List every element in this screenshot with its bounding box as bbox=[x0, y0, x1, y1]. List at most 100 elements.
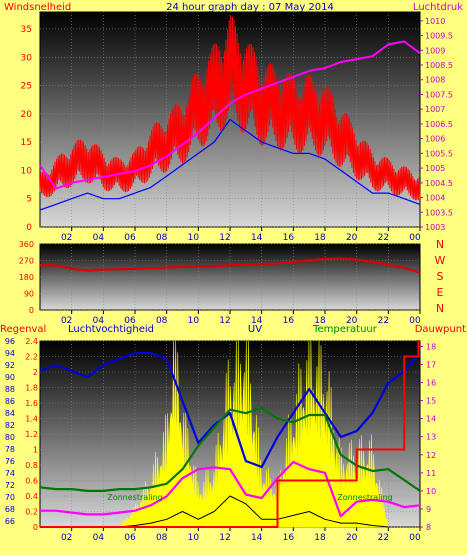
humidity-y-tick-label: 94 bbox=[5, 349, 15, 358]
solar-radiation-series bbox=[119, 495, 389, 528]
direction-y-tick-label: 180 bbox=[19, 273, 34, 282]
pressure-y-tick-label: 1005.5 bbox=[425, 149, 453, 158]
temp-y-tick-label: 10 bbox=[426, 487, 436, 496]
temp-y-tick-label: 8 bbox=[426, 523, 431, 532]
temp-y-tick-label: 15 bbox=[426, 397, 436, 406]
rain-axis-title: Regenval bbox=[0, 324, 46, 335]
humidity-y-tick-label: 82 bbox=[5, 421, 15, 430]
pressure-y-tick-label: 1007.5 bbox=[425, 90, 453, 99]
humidity-y-tick-label: 76 bbox=[5, 457, 15, 466]
pressure-y-tick-label: 1003 bbox=[425, 223, 445, 232]
x-tick-label: 16 bbox=[283, 316, 295, 326]
x-tick-label: 02 bbox=[61, 533, 72, 543]
pressure-y-tick-label: 1006 bbox=[425, 135, 445, 144]
x-tick-label: 10 bbox=[188, 233, 200, 243]
wind-average-series bbox=[39, 118, 421, 211]
temp-y-tick-label: 18 bbox=[426, 342, 436, 351]
x-tick-label: 08 bbox=[156, 533, 168, 543]
humidity-series bbox=[39, 351, 421, 469]
pressure-y-tick-label: 1005 bbox=[425, 164, 445, 173]
temp-y-tick-label: 12 bbox=[426, 451, 436, 460]
x-tick-label: 04 bbox=[93, 316, 105, 326]
x-tick-label: 00 bbox=[409, 533, 421, 543]
temp-y-tick-label: 13 bbox=[426, 433, 436, 442]
x-tick-label: 12 bbox=[219, 533, 230, 543]
rain-y-tick-label: 1.8 bbox=[25, 384, 38, 393]
humidity-y-tick-label: 70 bbox=[5, 493, 15, 502]
x-tick-label: 14 bbox=[251, 316, 263, 326]
rain-y-tick-label: 0.6 bbox=[25, 477, 38, 486]
pressure-y-tick-label: 1004 bbox=[425, 194, 445, 203]
pressure-y-tick-label: 1007 bbox=[425, 105, 445, 114]
x-tick-label: 20 bbox=[346, 316, 358, 326]
pressure-y-tick-label: 1008.5 bbox=[425, 61, 453, 70]
humidity-axis-title: Luchtvochtigheid bbox=[68, 324, 154, 335]
direction-y-tick-label: 360 bbox=[19, 240, 34, 249]
rain-y-tick-label: 2.2 bbox=[25, 353, 38, 362]
temp-y-tick-label: 16 bbox=[426, 379, 436, 388]
x-tick-label: 04 bbox=[93, 233, 105, 243]
humidity-y-tick-label: 84 bbox=[5, 409, 15, 418]
x-tick-label: 06 bbox=[124, 233, 136, 243]
rain-y-tick-label: 1.2 bbox=[25, 430, 38, 439]
compass-label: N bbox=[436, 238, 444, 251]
chart-title: 24 hour graph day : 07 May 2014 bbox=[166, 2, 334, 13]
wind-y-tick-label: 25 bbox=[21, 82, 32, 92]
humidity-y-tick-label: 92 bbox=[5, 361, 15, 370]
humidity-y-tick-label: 96 bbox=[5, 337, 15, 346]
x-tick-label: 00 bbox=[409, 233, 421, 243]
temp-y-tick-label: 14 bbox=[426, 415, 436, 424]
x-tick-label: 16 bbox=[283, 533, 295, 543]
direction-y-tick-label: 0 bbox=[29, 306, 34, 315]
x-tick-label: 04 bbox=[93, 533, 105, 543]
x-tick-label: 10 bbox=[188, 316, 200, 326]
pressure-y-tick-label: 1004.5 bbox=[425, 179, 453, 188]
humidity-y-tick-label: 74 bbox=[5, 469, 15, 478]
wind-speed-series bbox=[39, 15, 421, 201]
wind-y-tick-label: 5 bbox=[26, 195, 32, 205]
uv-axis-title: UV bbox=[248, 324, 262, 335]
wind-direction-series bbox=[39, 257, 421, 274]
humidity-y-tick-label: 72 bbox=[5, 481, 15, 490]
rain-y-tick-label: 0.2 bbox=[25, 508, 38, 517]
wind-y-tick-label: 30 bbox=[21, 53, 33, 63]
x-tick-label: 00 bbox=[409, 316, 421, 326]
x-tick-label: 18 bbox=[314, 533, 326, 543]
x-tick-label: 14 bbox=[251, 533, 263, 543]
temp-y-tick-label: 11 bbox=[426, 469, 436, 478]
pressure-y-tick-label: 1003.5 bbox=[425, 208, 453, 217]
x-tick-label: 16 bbox=[283, 233, 295, 243]
compass-label: W bbox=[435, 254, 446, 267]
x-tick-label: 06 bbox=[124, 533, 136, 543]
x-tick-label: 20 bbox=[346, 233, 358, 243]
wind-y-tick-label: 15 bbox=[21, 138, 32, 148]
humidity-y-tick-label: 78 bbox=[5, 445, 15, 454]
pressure-y-tick-label: 1006.5 bbox=[425, 120, 453, 129]
rain-y-tick-label: 0.4 bbox=[25, 492, 38, 501]
pressure-axis-title: Luchtdruk bbox=[413, 2, 463, 13]
solar-annotation-right: Zonnestraling bbox=[337, 493, 393, 502]
temp-y-tick-label: 9 bbox=[426, 505, 431, 514]
wind-y-tick-label: 0 bbox=[26, 223, 32, 233]
pressure-series bbox=[39, 40, 421, 190]
x-tick-label: 06 bbox=[124, 316, 136, 326]
humidity-y-tick-label: 90 bbox=[5, 373, 15, 382]
compass-label: N bbox=[436, 302, 444, 315]
wind-y-tick-label: 20 bbox=[21, 110, 33, 120]
x-tick-label: 22 bbox=[378, 316, 389, 326]
dewpoint-axis-title: Dauwpunt bbox=[415, 324, 466, 335]
temperature-axis-title: Temperatuur bbox=[312, 324, 378, 335]
rain-y-tick-label: 2.4 bbox=[25, 337, 38, 346]
pressure-y-tick-label: 1008 bbox=[425, 76, 445, 85]
x-tick-label: 10 bbox=[188, 533, 200, 543]
x-tick-label: 12 bbox=[219, 316, 230, 326]
x-tick-label: 08 bbox=[156, 316, 168, 326]
solar-annotation-left: Zonnestraling bbox=[107, 493, 163, 502]
rain-y-tick-label: 1.4 bbox=[25, 415, 38, 424]
rain-y-tick-label: 1.6 bbox=[25, 399, 38, 408]
x-tick-label: 20 bbox=[346, 533, 358, 543]
x-tick-label: 02 bbox=[61, 316, 72, 326]
rain-y-tick-label: 2 bbox=[33, 368, 38, 377]
x-tick-label: 22 bbox=[378, 533, 389, 543]
